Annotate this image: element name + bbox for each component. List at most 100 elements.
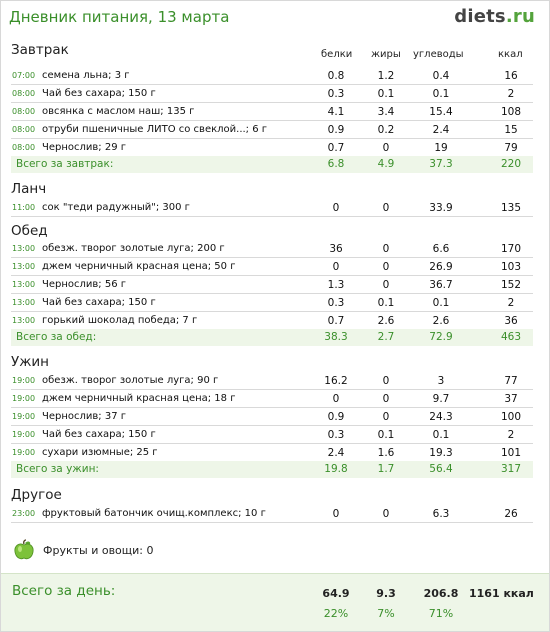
entry-name[interactable]: Чернослив; 29 г xyxy=(42,142,126,153)
entry-protein: 0.3 xyxy=(327,297,345,309)
entry-name[interactable]: Чернослив; 56 г xyxy=(42,279,126,290)
section-title: Обед xyxy=(11,223,48,239)
entry-time: 13:00 xyxy=(12,316,36,325)
table-row[interactable]: 11:00 сок "теди радужный"; 300 г 0 0 33.9 135 xyxy=(11,199,533,217)
table-row[interactable]: 19:00 Чернослив; 37 г 0.9 0 24.3 100 xyxy=(11,408,533,426)
entry-kcal: 135 xyxy=(500,202,522,214)
table-row[interactable]: 07:00 семена льна; 3 г 0.8 1.2 0.4 16 xyxy=(11,67,533,85)
entry-carbs: 24.3 xyxy=(429,411,453,423)
fruits-label: Фрукты и овощи: 0 xyxy=(43,544,154,557)
table-row[interactable]: 08:00 овсянка с маслом наш; 135 г 4.1 3.4 15… xyxy=(11,103,533,121)
entry-kcal: 103 xyxy=(500,261,522,273)
entry-name[interactable]: сухари изюмные; 25 г xyxy=(42,447,158,458)
entry-time: 08:00 xyxy=(12,143,36,152)
table-row[interactable]: 08:00 Чернослив; 29 г 0.7 0 19 79 xyxy=(11,139,533,157)
logo-main: diets xyxy=(454,6,506,27)
entry-fat: 0 xyxy=(382,279,390,291)
entry-carbs: 15.4 xyxy=(429,106,453,118)
entry-kcal: 2 xyxy=(507,429,515,441)
entry-time: 13:00 xyxy=(12,244,36,253)
entry-carbs: 3 xyxy=(437,375,445,387)
entry-name[interactable]: Чай без сахара; 150 г xyxy=(42,88,156,99)
table-row[interactable]: 08:00 отруби пшеничные ЛИТО со свеклой...… xyxy=(11,121,533,139)
total-carbs: 56.4 xyxy=(429,463,453,475)
entry-name[interactable]: овсянка с маслом наш; 135 г xyxy=(42,106,195,117)
entry-protein: 0 xyxy=(332,393,340,405)
entry-time: 19:00 xyxy=(12,376,36,385)
entry-carbs: 0.4 xyxy=(432,70,450,82)
total-protein: 6.8 xyxy=(327,158,345,170)
table-row[interactable]: 13:00 обезж. творог золотые луга; 200 г 36… xyxy=(11,240,533,258)
total-kcal: 220 xyxy=(500,158,522,170)
entry-protein: 4.1 xyxy=(327,106,345,118)
entry-time: 07:00 xyxy=(12,71,36,80)
table-row[interactable]: 13:00 горький шоколад победа; 7 г 0.7 2.6 2.… xyxy=(11,312,533,330)
entry-time: 08:00 xyxy=(12,107,36,116)
table-row[interactable]: 13:00 Чай без сахара; 150 г 0.3 0.1 0.1 2 xyxy=(11,294,533,312)
entry-fat: 0 xyxy=(382,261,390,273)
total-carbs: 72.9 xyxy=(429,331,453,343)
entry-carbs: 6.3 xyxy=(432,508,450,520)
entry-fat: 0.1 xyxy=(377,297,395,309)
table-row[interactable]: 19:00 сухари изюмные; 25 г 2.4 1.6 19.3 101 xyxy=(11,444,533,462)
entry-kcal: 108 xyxy=(500,106,522,118)
entry-carbs: 0.1 xyxy=(432,297,450,309)
total-carbs: 37.3 xyxy=(429,158,453,170)
section-title: Ужин xyxy=(11,354,49,370)
total-protein: 38.3 xyxy=(324,331,348,343)
entry-fat: 0 xyxy=(382,202,390,214)
entry-name[interactable]: Чай без сахара; 150 г xyxy=(42,429,156,440)
section-title: Завтрак xyxy=(11,42,69,58)
entry-protein: 0 xyxy=(332,261,340,273)
section-total-label: Всего за ужин: xyxy=(16,463,99,475)
entry-fat: 1.2 xyxy=(377,70,395,82)
entry-kcal: 36 xyxy=(504,315,518,327)
entry-kcal: 101 xyxy=(500,447,522,459)
entry-name[interactable]: горький шоколад победа; 7 г xyxy=(42,315,198,326)
table-row[interactable]: 08:00 Чай без сахара; 150 г 0.3 0.1 0.1 2 xyxy=(11,85,533,103)
entry-carbs: 0.1 xyxy=(432,429,450,441)
table-row[interactable]: 19:00 обезж. творог золотые луга; 90 г 16.… xyxy=(11,372,533,390)
entry-fat: 0 xyxy=(382,393,390,405)
entry-name[interactable]: фруктовый батончик очищ.комплекс; 10 г xyxy=(42,508,266,519)
entry-name[interactable]: обезж. творог золотые луга; 200 г xyxy=(42,243,225,254)
entry-kcal: 16 xyxy=(504,70,518,82)
entry-time: 08:00 xyxy=(12,125,36,134)
entry-protein: 0.9 xyxy=(327,124,345,136)
day-pct-fat: 7% xyxy=(377,607,395,620)
day-total-protein: 64.9 xyxy=(322,587,350,600)
table-row[interactable]: 13:00 джем черничный красная цена; 50 г 0 0… xyxy=(11,258,533,276)
entry-time: 11:00 xyxy=(12,203,36,212)
entry-name[interactable]: джем черничный красная цена; 18 г xyxy=(42,393,236,404)
entry-kcal: 26 xyxy=(504,508,518,520)
col-head-fat: жиры xyxy=(371,49,401,60)
entry-name[interactable]: отруби пшеничные ЛИТО со свеклой...; 6 г xyxy=(42,124,268,135)
entry-name[interactable]: Чернослив; 37 г xyxy=(42,411,126,422)
entry-name[interactable]: семена льна; 3 г xyxy=(42,70,130,81)
section-total-row: Всего за ужин: 19.8 1.7 56.4 317 xyxy=(11,461,533,478)
table-row[interactable]: 23:00 фруктовый батончик очищ.комплекс; 1… xyxy=(11,505,533,523)
entry-kcal: 100 xyxy=(500,411,522,423)
entry-fat: 0 xyxy=(382,142,390,154)
col-head-carbs: углеводы xyxy=(413,49,464,60)
day-total-fat: 9.3 xyxy=(376,587,396,600)
table-row[interactable]: 13:00 Чернослив; 56 г 1.3 0 36.7 152 xyxy=(11,276,533,294)
entry-name[interactable]: обезж. творог золотые луга; 90 г xyxy=(42,375,219,386)
entry-protein: 0.3 xyxy=(327,429,345,441)
entry-carbs: 26.9 xyxy=(429,261,453,273)
site-logo[interactable]: diets.ru xyxy=(454,6,535,27)
entry-name[interactable]: джем черничный красная цена; 50 г xyxy=(42,261,236,272)
day-total: Всего за день: 64.9 9.3 206.8 1161 ккал … xyxy=(1,573,549,631)
entry-name[interactable]: Чай без сахара; 150 г xyxy=(42,297,156,308)
entry-time: 19:00 xyxy=(12,448,36,457)
entry-fat: 0.1 xyxy=(377,88,395,100)
day-total-label: Всего за день: xyxy=(12,583,116,599)
entry-carbs: 9.7 xyxy=(432,393,450,405)
day-pct-protein: 22% xyxy=(323,607,349,620)
entry-name[interactable]: сок "теди радужный"; 300 г xyxy=(42,202,190,213)
total-fat: 2.7 xyxy=(377,331,395,343)
table-row[interactable]: 19:00 джем черничный красная цена; 18 г 0 0… xyxy=(11,390,533,408)
entry-kcal: 170 xyxy=(500,243,522,255)
table-row[interactable]: 19:00 Чай без сахара; 150 г 0.3 0.1 0.1 2 xyxy=(11,426,533,444)
entry-fat: 1.6 xyxy=(377,447,395,459)
